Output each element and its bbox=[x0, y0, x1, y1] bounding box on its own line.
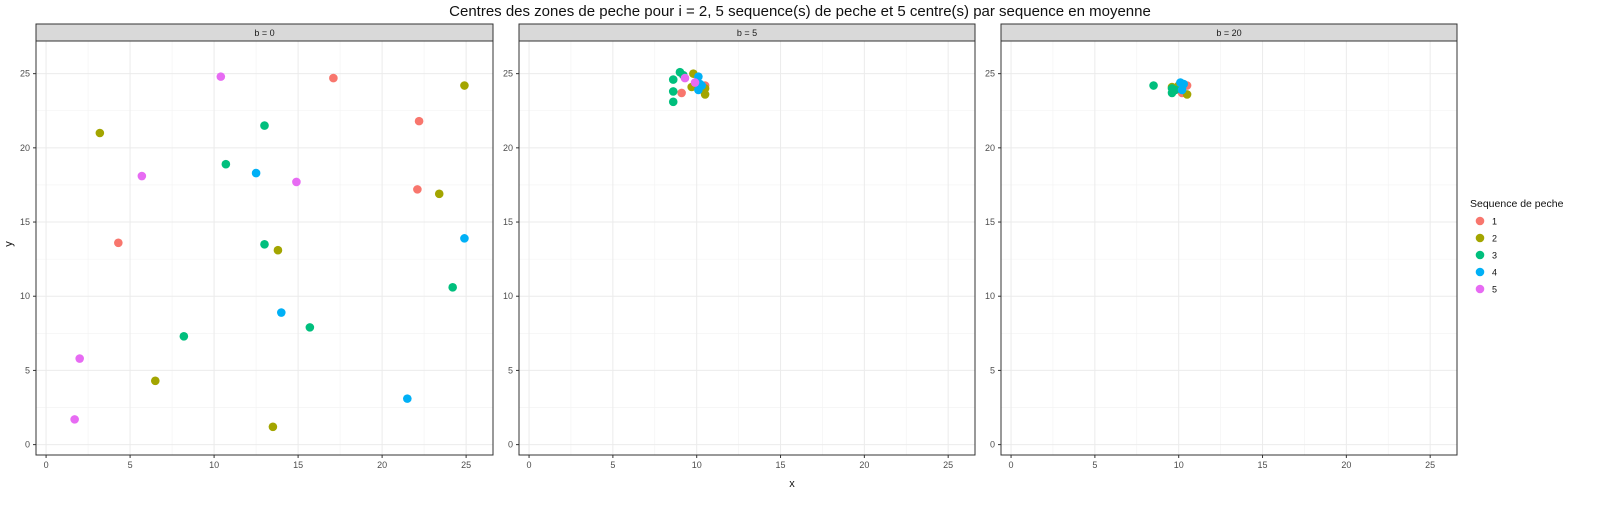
x-tick-label: 25 bbox=[1425, 460, 1435, 470]
data-point-series-4 bbox=[251, 168, 261, 178]
data-point-series-3 bbox=[668, 97, 678, 107]
y-tick-label: 25 bbox=[503, 69, 513, 79]
data-point-series-2 bbox=[460, 81, 469, 90]
y-tick-label: 5 bbox=[508, 365, 513, 375]
y-tick-label: 20 bbox=[503, 143, 513, 153]
data-point-series-3 bbox=[305, 323, 315, 332]
y-tick-label: 0 bbox=[508, 440, 513, 450]
data-point-series-2 bbox=[434, 189, 444, 199]
data-point-series-5 bbox=[690, 78, 700, 87]
data-point-series-2 bbox=[95, 128, 105, 138]
facet-strip-label: b = 20 bbox=[1216, 28, 1241, 38]
x-axis-label: x bbox=[789, 478, 795, 490]
x-tick-label: 0 bbox=[1009, 460, 1014, 470]
x-tick-label: 15 bbox=[776, 460, 786, 470]
y-tick-label: 5 bbox=[25, 365, 30, 375]
data-point-series-2 bbox=[273, 245, 283, 255]
x-tick-label: 5 bbox=[128, 460, 133, 470]
x-tick-label: 0 bbox=[44, 460, 49, 470]
x-tick-label: 5 bbox=[1092, 460, 1097, 470]
y-tick-label: 25 bbox=[20, 69, 30, 79]
y-tick-label: 10 bbox=[985, 291, 995, 301]
x-tick-label: 20 bbox=[1341, 460, 1351, 470]
data-point-series-1 bbox=[413, 185, 422, 194]
x-tick-label: 20 bbox=[859, 460, 869, 470]
data-point-series-5 bbox=[75, 354, 84, 363]
legend-key-4 bbox=[1475, 267, 1485, 277]
data-point-series-1 bbox=[329, 73, 338, 83]
y-tick-label: 15 bbox=[503, 217, 513, 227]
legend-label-5: 5 bbox=[1492, 285, 1497, 295]
legend-label-2: 2 bbox=[1492, 234, 1497, 244]
x-tick-label: 25 bbox=[943, 460, 953, 470]
y-tick-label: 10 bbox=[20, 291, 30, 301]
data-point-series-5 bbox=[216, 72, 226, 81]
data-point-series-3 bbox=[448, 283, 457, 292]
x-tick-label: 25 bbox=[461, 460, 471, 470]
data-point-series-3 bbox=[221, 159, 231, 169]
y-tick-label: 20 bbox=[20, 143, 30, 153]
data-point-series-1 bbox=[677, 88, 686, 98]
legend-key-1 bbox=[1475, 216, 1485, 226]
data-point-series-5 bbox=[292, 177, 301, 187]
y-tick-label: 5 bbox=[990, 365, 995, 375]
chart-title: Centres des zones de peche pour i = 2, 5… bbox=[449, 3, 1151, 20]
data-point-series-5 bbox=[70, 415, 79, 424]
y-tick-label: 15 bbox=[985, 217, 995, 227]
data-point-series-1 bbox=[114, 238, 123, 248]
legend-label-1: 1 bbox=[1492, 217, 1497, 227]
data-point-series-2 bbox=[150, 376, 160, 386]
facet-strip bbox=[518, 23, 976, 42]
data-point-series-4 bbox=[277, 308, 286, 317]
data-point-series-3 bbox=[1149, 81, 1158, 90]
data-point-series-3 bbox=[668, 87, 678, 96]
data-point-series-3 bbox=[179, 331, 189, 341]
x-tick-label: 10 bbox=[692, 460, 702, 470]
x-tick-label: 5 bbox=[610, 460, 615, 470]
x-tick-label: 0 bbox=[527, 460, 532, 470]
panel-background bbox=[519, 41, 975, 455]
legend-title: Sequence de peche bbox=[1470, 198, 1564, 210]
y-tick-label: 25 bbox=[985, 69, 995, 79]
data-point-series-4 bbox=[1177, 85, 1187, 95]
data-point-series-2 bbox=[700, 90, 710, 99]
data-point-series-3 bbox=[260, 121, 269, 130]
data-point-series-2 bbox=[268, 422, 278, 432]
legend-label-3: 3 bbox=[1492, 251, 1497, 261]
data-point-series-3 bbox=[1167, 84, 1177, 93]
data-point-series-3 bbox=[668, 75, 678, 84]
data-point-series-3 bbox=[260, 239, 269, 249]
facet-strip bbox=[1000, 23, 1458, 42]
facet-strip bbox=[35, 23, 494, 42]
panel-background bbox=[1001, 41, 1457, 455]
facet-strip-label: b = 5 bbox=[737, 28, 757, 38]
data-point-series-4 bbox=[403, 394, 412, 403]
data-point-series-4 bbox=[460, 234, 469, 243]
y-tick-label: 15 bbox=[20, 217, 30, 227]
y-axis-label: y bbox=[3, 241, 15, 247]
y-tick-label: 0 bbox=[25, 440, 30, 450]
legend-key-2 bbox=[1475, 233, 1485, 243]
data-point-series-1 bbox=[414, 116, 424, 126]
data-point-series-5 bbox=[680, 73, 690, 83]
legend-key-3 bbox=[1475, 250, 1485, 260]
facet-strip-label: b = 0 bbox=[254, 28, 274, 38]
data-point-series-5 bbox=[137, 171, 147, 181]
x-tick-label: 10 bbox=[1174, 460, 1184, 470]
y-tick-label: 10 bbox=[503, 291, 513, 301]
x-tick-label: 20 bbox=[377, 460, 387, 470]
legend-key-5 bbox=[1475, 284, 1485, 294]
legend-label-4: 4 bbox=[1492, 268, 1497, 278]
x-tick-label: 15 bbox=[1258, 460, 1268, 470]
y-tick-label: 20 bbox=[985, 143, 995, 153]
x-tick-label: 10 bbox=[209, 460, 219, 470]
y-tick-label: 0 bbox=[990, 440, 995, 450]
x-tick-label: 15 bbox=[293, 460, 303, 470]
data-point-series-4 bbox=[697, 81, 707, 90]
